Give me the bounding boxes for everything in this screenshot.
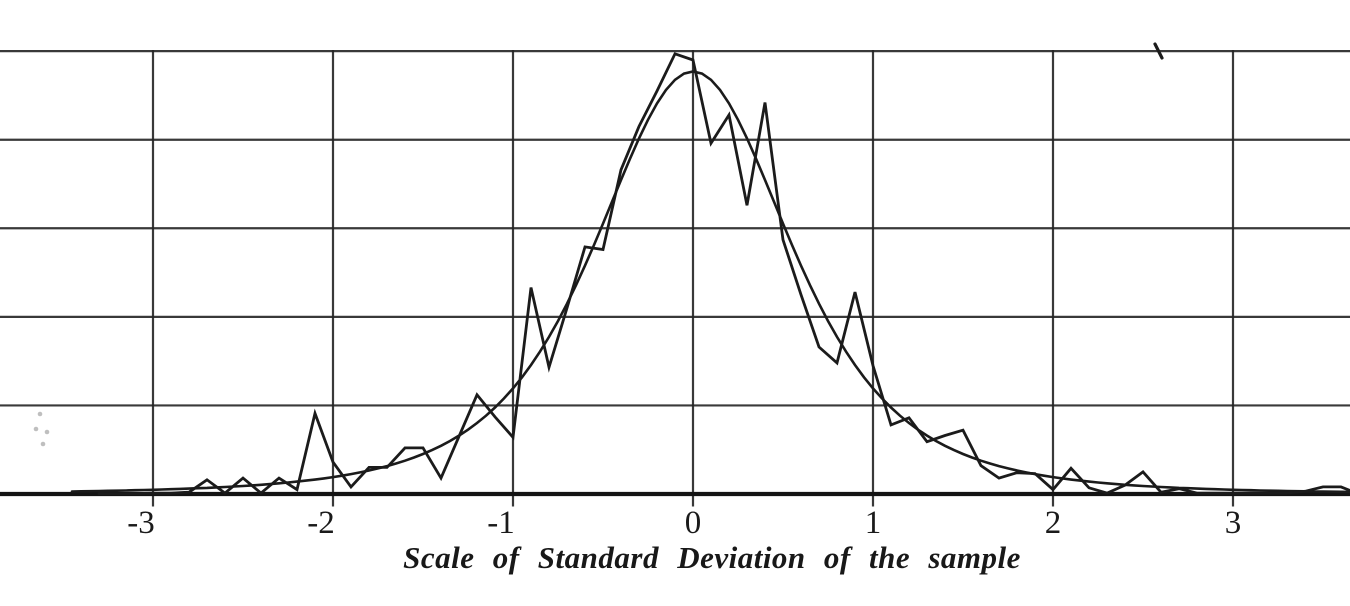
- x-tick-label: -2: [307, 505, 335, 541]
- x-tick-label: -1: [487, 505, 515, 541]
- ink-smudge-dot: [44, 429, 50, 435]
- x-axis-label: Scale of Standard Deviation of the sampl…: [403, 540, 1021, 575]
- stray-ink-mark: [1153, 42, 1164, 60]
- ink-smudge-dot: [40, 441, 46, 447]
- observed-frequency-polygon: [97, 52, 1350, 495]
- x-tick-label: 0: [685, 505, 702, 541]
- theoretical-curve: [70, 70, 1350, 494]
- x-tick-label: 1: [865, 505, 882, 541]
- ink-smudge-dot: [37, 411, 43, 417]
- ink-smudge-dot: [33, 426, 39, 432]
- x-tick-label: 2: [1045, 505, 1062, 541]
- x-tick-label: -3: [127, 505, 155, 541]
- x-tick-label: 3: [1225, 505, 1242, 541]
